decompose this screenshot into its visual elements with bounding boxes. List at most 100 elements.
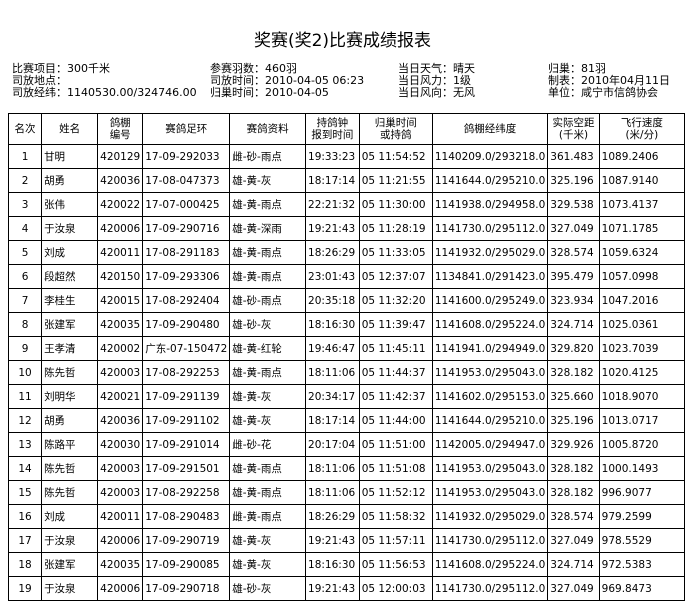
info-item: 当日风向：无风 <box>398 86 475 99</box>
table-cell: 于汝泉 <box>41 528 99 553</box>
table-cell: 雄-黄-雨点 <box>229 264 307 289</box>
table-cell: 20:17:04 <box>305 432 360 457</box>
table-cell: 325.660 <box>547 384 600 409</box>
table-cell: 420035 <box>97 312 144 337</box>
table-cell: 1141608.0/295224.0 <box>431 552 549 577</box>
table-row: 13 陈路平 420030 17-09-291014 雌-砂-花 20:17:04 05 1… <box>7 432 685 457</box>
table-cell: 1141730.0/295112.0 <box>431 528 549 553</box>
table-row: 5 刘成 420011 17-08-291183 雄-黄-雨点 18:26:29 05 11… <box>7 240 685 265</box>
table-cell: 1141600.0/295249.0 <box>431 288 549 313</box>
table-cell: 979.2599 <box>598 504 685 529</box>
table-cell: 张伟 <box>41 192 99 217</box>
table-cell: 17-08-292253 <box>142 360 231 385</box>
table-cell: 1057.0998 <box>598 264 685 289</box>
table-cell: 雄-砂-灰 <box>229 576 307 601</box>
table-cell: 1023.7039 <box>598 336 685 361</box>
table-cell: 329.926 <box>547 432 600 457</box>
table-cell: 9 <box>7 336 43 361</box>
table-cell: 2 <box>7 168 43 193</box>
table-cell: 420003 <box>97 480 144 505</box>
table-row: 1 甘明 420129 17-09-292033 雌-砂-雨点 19:33:23 05 11… <box>7 144 685 169</box>
table-cell: 张建军 <box>41 312 99 337</box>
table-cell: 1141730.0/295112.0 <box>431 576 549 601</box>
table-cell: 1141953.0/295043.0 <box>431 360 549 385</box>
table-cell: 雌-砂-花 <box>229 432 307 457</box>
table-cell: 1018.9070 <box>598 384 685 409</box>
column-header: 飞行速度 (米/分) <box>598 113 685 145</box>
table-cell: 雄-黄-雨点 <box>229 240 307 265</box>
table-row: 18 张建军 420035 17-09-290085 雄-黄-灰 18:16:30 05 1… <box>7 552 685 577</box>
table-cell: 325.196 <box>547 168 600 193</box>
table-cell: 雌-砂-雨点 <box>229 144 307 169</box>
table-cell: 420022 <box>97 192 144 217</box>
table-cell: 11 <box>7 384 43 409</box>
table-cell: 19:21:43 <box>305 576 360 601</box>
table-cell: 于汝泉 <box>41 576 99 601</box>
column-header: 赛鸽足环 <box>142 113 231 145</box>
table-cell: 05 11:44:00 <box>358 408 433 433</box>
table-cell: 327.049 <box>547 216 600 241</box>
table-cell: 7 <box>7 288 43 313</box>
table-cell: 15 <box>7 480 43 505</box>
table-cell: 1141938.0/294958.0 <box>431 192 549 217</box>
table-cell: 陈先哲 <box>41 480 99 505</box>
table-cell: 甘明 <box>41 144 99 169</box>
table-cell: 22:21:32 <box>305 192 360 217</box>
table-cell: 19:21:43 <box>305 216 360 241</box>
table-cell: 17-09-293306 <box>142 264 231 289</box>
table-cell: 20:35:18 <box>305 288 360 313</box>
column-header: 鸽棚经纬度 <box>431 113 549 145</box>
table-cell: 324.714 <box>547 552 600 577</box>
table-cell: 17-07-000425 <box>142 192 231 217</box>
table-cell: 广东-07-150472 <box>142 336 231 361</box>
table-cell: 1141953.0/295043.0 <box>431 480 549 505</box>
table-cell: 1141644.0/295210.0 <box>431 408 549 433</box>
table-cell: 05 11:39:47 <box>358 312 433 337</box>
table-row: 4 于汝泉 420006 17-09-290716 雄-黄-深雨 19:21:43 05 1… <box>7 216 685 241</box>
table-cell: 陈先哲 <box>41 360 99 385</box>
table-cell: 325.196 <box>547 408 600 433</box>
table-row: 11 刘明华 420021 17-09-291139 雄-黄-灰 20:34:17 05 1… <box>7 384 685 409</box>
table-cell: 1025.0361 <box>598 312 685 337</box>
table-cell: 13 <box>7 432 43 457</box>
table-cell: 17-08-292258 <box>142 480 231 505</box>
table-cell: 420150 <box>97 264 144 289</box>
table-cell: 1141644.0/295210.0 <box>431 168 549 193</box>
table-cell: 1141941.0/294949.0 <box>431 336 549 361</box>
table-cell: 18 <box>7 552 43 577</box>
table-cell: 05 11:45:11 <box>358 336 433 361</box>
table-cell: 18:26:29 <box>305 504 360 529</box>
table-cell: 12 <box>7 408 43 433</box>
table-cell: 雄-砂-灰 <box>229 312 307 337</box>
info-item: 归巢时间：2010-04-05 <box>210 86 329 99</box>
table-cell: 972.5383 <box>598 552 685 577</box>
table-cell: 420011 <box>97 240 144 265</box>
info-item: 当日天气：晴天 <box>398 62 475 75</box>
table-row: 10 陈先哲 420003 17-08-292253 雄-黄-雨点 18:11:06 05 … <box>7 360 685 385</box>
table-cell: 胡勇 <box>41 168 99 193</box>
table-cell: 420006 <box>97 528 144 553</box>
table-cell: 17-08-290483 <box>142 504 231 529</box>
table-row: 7 李桂生 420015 17-08-292404 雄-砂-雨点 20:35:18 05 1… <box>7 288 685 313</box>
table-cell: 328.182 <box>547 480 600 505</box>
table-cell: 05 11:56:53 <box>358 552 433 577</box>
table-cell: 19 <box>7 576 43 601</box>
table-cell: 05 11:30:00 <box>358 192 433 217</box>
table-row: 16 刘成 420011 17-08-290483 雌-黄-雨点 18:26:29 05 1… <box>7 504 685 529</box>
table-cell: 1073.4137 <box>598 192 685 217</box>
table-cell: 雄-黄-雨点 <box>229 360 307 385</box>
table-cell: 05 11:58:32 <box>358 504 433 529</box>
table-cell: 05 11:57:11 <box>358 528 433 553</box>
table-cell: 1000.1493 <box>598 456 685 481</box>
table-cell: 18:16:30 <box>305 552 360 577</box>
info-item: 当日风力：1级 <box>398 74 471 87</box>
column-header: 姓名 <box>41 113 99 145</box>
info-item: 司放地点： <box>12 74 67 87</box>
table-cell: 1134841.0/291423.0 <box>431 264 549 289</box>
table-cell: 17-09-290085 <box>142 552 231 577</box>
table-row: 14 陈先哲 420003 17-09-291501 雄-黄-雨点 18:11:06 05 … <box>7 456 685 481</box>
table-cell: 17-09-290719 <box>142 528 231 553</box>
table-cell: 1142005.0/294947.0 <box>431 432 549 457</box>
table-cell: 6 <box>7 264 43 289</box>
table-cell: 雄-黄-灰 <box>229 408 307 433</box>
